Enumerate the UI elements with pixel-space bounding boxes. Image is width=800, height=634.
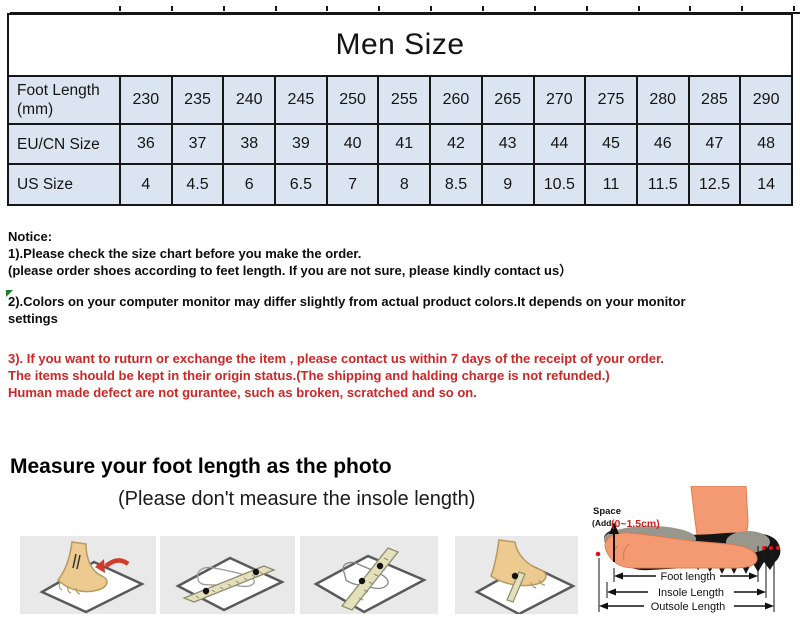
outsole-length-label: Outsole Length bbox=[651, 601, 726, 613]
size-value: 14 bbox=[739, 163, 793, 206]
size-value: 11.5 bbox=[635, 163, 690, 206]
insole-length-label: Insole Length bbox=[658, 587, 724, 599]
size-value: 48 bbox=[739, 123, 793, 165]
grid-tick bbox=[378, 6, 381, 11]
measure-subheading: (Please don't measure the insole length) bbox=[118, 488, 476, 510]
size-value: 270 bbox=[532, 75, 587, 125]
space-range-label: (0~1.5cm) bbox=[611, 518, 660, 530]
size-value: 6 bbox=[222, 163, 277, 206]
grid-tick bbox=[430, 6, 433, 11]
ruler-on-outline-icon bbox=[175, 556, 285, 612]
outline-with-ruler-icon bbox=[313, 547, 427, 614]
size-value: 240 bbox=[222, 75, 277, 125]
size-value: 44 bbox=[532, 123, 587, 165]
notice-line-3b: settings bbox=[8, 311, 58, 326]
size-value: 37 bbox=[170, 123, 225, 165]
row-label: US Size bbox=[7, 163, 121, 206]
illustration-step-1-foot-on-paper bbox=[20, 536, 156, 614]
notice-line-3: 2).Colors on your computer monitor may d… bbox=[6, 290, 798, 310]
size-value: 8 bbox=[377, 163, 432, 206]
size-value: 245 bbox=[274, 75, 328, 125]
illustration-step-4-mark-toe bbox=[455, 536, 578, 614]
size-value: 11 bbox=[584, 163, 638, 206]
top-rule bbox=[10, 6, 800, 14]
size-value: 230 bbox=[119, 75, 173, 125]
size-value: 7 bbox=[325, 163, 380, 206]
foot-measure-diagram: Space (Add (0~1.5cm) Foot length Insole … bbox=[588, 486, 800, 634]
grid-tick bbox=[274, 6, 277, 11]
size-value: 265 bbox=[480, 75, 535, 125]
row-label: Foot Length (mm) bbox=[7, 75, 121, 125]
grid-tick bbox=[689, 6, 692, 11]
grid-tick bbox=[637, 6, 640, 11]
policy-line-3: Human made defect are not gurantee, such… bbox=[8, 385, 477, 400]
size-value: 36 bbox=[119, 123, 173, 165]
size-value: 45 bbox=[584, 123, 638, 165]
size-value: 260 bbox=[429, 75, 483, 125]
size-value: 250 bbox=[325, 75, 380, 125]
grid-tick bbox=[585, 6, 588, 11]
size-value: 47 bbox=[687, 123, 742, 165]
grid-tick bbox=[119, 6, 121, 11]
size-value: 40 bbox=[325, 123, 380, 165]
space-label: Space bbox=[593, 506, 621, 517]
size-value: 4 bbox=[119, 163, 173, 206]
policy-line-2: The items should be kept in their origin… bbox=[8, 368, 610, 383]
size-value: 9 bbox=[480, 163, 535, 206]
size-value: 39 bbox=[274, 123, 328, 165]
size-value: 46 bbox=[635, 123, 690, 165]
size-value: 41 bbox=[377, 123, 432, 165]
size-value: 8.5 bbox=[429, 163, 483, 206]
grid-tick bbox=[170, 6, 173, 11]
illustration-step-2-ruler-outline bbox=[160, 536, 295, 614]
size-value: 280 bbox=[635, 75, 690, 125]
space-add-label: (Add bbox=[592, 518, 611, 528]
notice-line-2: (please order shoes according to feet le… bbox=[8, 263, 573, 278]
foot-diagram-icon: Space (Add (0~1.5cm) Foot length Insole … bbox=[592, 486, 781, 613]
size-value: 4.5 bbox=[170, 163, 225, 206]
grid-tick bbox=[481, 6, 484, 11]
size-value: 235 bbox=[170, 75, 225, 125]
notice-heading: Notice: bbox=[8, 229, 53, 244]
foot-on-paper-icon bbox=[39, 541, 145, 614]
illustration-step-3-outline-ruler bbox=[300, 536, 438, 614]
table-title: Men Size bbox=[7, 13, 793, 77]
return-policy-text: 3). If you want to ruturn or exchange th… bbox=[8, 350, 798, 401]
size-value: 285 bbox=[687, 75, 742, 125]
size-value: 12.5 bbox=[687, 163, 742, 206]
size-value: 6.5 bbox=[274, 163, 328, 206]
policy-line-1: 3). If you want to ruturn or exchange th… bbox=[8, 351, 664, 366]
grid-tick bbox=[533, 6, 536, 11]
size-value: 255 bbox=[377, 75, 432, 125]
foot-length-label: Foot length bbox=[660, 571, 715, 583]
size-value: 43 bbox=[480, 123, 535, 165]
size-value: 38 bbox=[222, 123, 277, 165]
size-value: 42 bbox=[429, 123, 483, 165]
grid-tick bbox=[793, 6, 796, 11]
notice-section: Notice: 1).Please check the size chart b… bbox=[6, 228, 798, 401]
size-value: 275 bbox=[584, 75, 638, 125]
size-value: 290 bbox=[739, 75, 793, 125]
mark-at-toe-icon bbox=[474, 539, 576, 614]
row-label: EU/CN Size bbox=[7, 123, 121, 165]
grid-tick bbox=[741, 6, 744, 11]
grid-tick bbox=[222, 6, 225, 11]
size-value: 10.5 bbox=[532, 163, 587, 206]
size-table: Men Size Foot Length (mm) 230 235 240 245 250 2… bbox=[7, 13, 793, 206]
cell-marker-icon bbox=[6, 290, 13, 297]
measure-heading: Measure your foot length as the photo bbox=[10, 455, 392, 478]
grid-tick bbox=[326, 6, 329, 11]
notice-line-1: 1).Please check the size chart before yo… bbox=[8, 246, 362, 261]
